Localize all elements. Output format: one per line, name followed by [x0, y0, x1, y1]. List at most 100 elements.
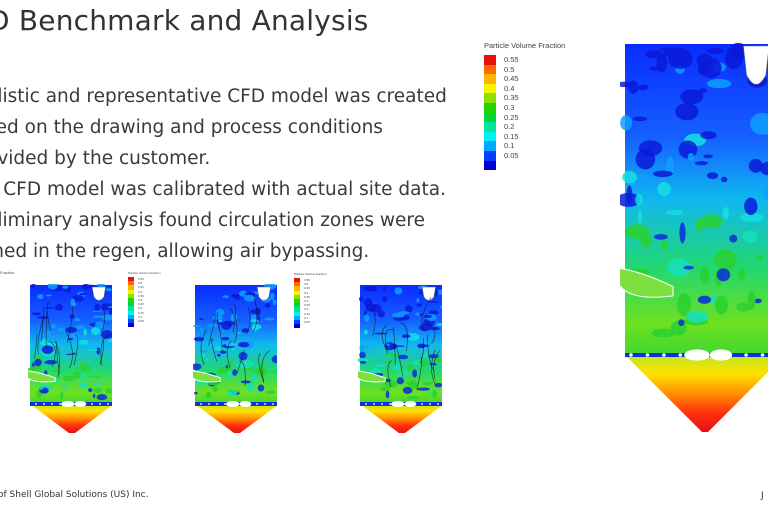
contour-blob [386, 343, 390, 347]
legend-entry [128, 323, 161, 328]
legend-label: 0.35 [504, 93, 519, 103]
contour-blob [373, 363, 385, 367]
grid-hole [760, 353, 765, 357]
legend-label: 0.45 [138, 285, 144, 290]
legend-swatch [484, 83, 496, 94]
legend-label: 0.4 [138, 289, 143, 294]
contour-blob [79, 292, 87, 296]
contour-blob [744, 197, 758, 216]
contour-blob [423, 314, 433, 319]
particle-streak [210, 338, 217, 362]
contour-blob [244, 292, 256, 296]
particle-streak [245, 307, 251, 335]
contour-blob [251, 375, 258, 382]
contour-blob [92, 315, 104, 318]
contour-blob [265, 390, 276, 394]
contour-blob [79, 381, 88, 389]
color-legend-small-cut: Fraction [0, 270, 14, 275]
particle-streak [41, 306, 45, 342]
legend-entry: 0.1 [484, 141, 565, 151]
contour-blob [699, 214, 723, 229]
contour-blob [199, 318, 204, 321]
contour-blob [393, 316, 407, 321]
contour-blob [193, 337, 205, 342]
contour-blob [88, 376, 102, 378]
contour-blob [657, 182, 671, 196]
contour-blob [243, 294, 256, 302]
contour-blob [750, 112, 768, 135]
contour-blob [233, 294, 241, 301]
contour-blob [703, 154, 713, 159]
contour-blob [649, 66, 661, 71]
contour-blob [620, 81, 634, 88]
particle-streak [425, 322, 436, 344]
contour-blob [756, 254, 763, 261]
particle-streak [100, 333, 110, 366]
legend-swatch [484, 93, 496, 103]
legend-swatch [294, 282, 300, 287]
contour-blob [194, 391, 198, 395]
contour-blob [429, 326, 441, 331]
particle-streak [385, 329, 395, 354]
legend-label: 0.35 [304, 294, 310, 299]
legend-entry: 0.45 [294, 286, 327, 291]
contour-blob [637, 84, 649, 91]
legend-swatch [484, 122, 496, 132]
grid-hole [381, 403, 383, 405]
legend-swatch [294, 311, 300, 316]
contour-blob [363, 314, 370, 323]
contour-blob [200, 327, 204, 333]
bullet-3: eliminary analysis found circulation zon… [0, 208, 447, 264]
cyclone-dipleg [256, 286, 271, 301]
contour-blob [206, 324, 219, 328]
contour-blob [65, 353, 75, 356]
contour-blob [370, 303, 382, 313]
legend-swatch [484, 112, 496, 123]
legend-label: 0.55 [504, 55, 519, 64]
contour-blob [428, 301, 440, 304]
contour-blob [678, 319, 685, 326]
legend-entry: 0.45 [128, 285, 161, 290]
grid-hole [208, 403, 210, 405]
particle-streak [200, 330, 207, 366]
contour-blob [34, 358, 42, 367]
bullet-text: med in the regen, allowing air bypassing… [0, 241, 370, 262]
grid-hole [645, 353, 650, 357]
contour-blob [221, 336, 230, 341]
nozzle [404, 401, 417, 407]
contour-blob [667, 258, 691, 277]
legend-label: 0.25 [304, 303, 310, 308]
particle-streak [431, 349, 436, 385]
legend-title: Fraction [0, 270, 15, 275]
grid-hole [437, 403, 439, 405]
contour-blob [31, 312, 42, 316]
legend-entry: 0.35 [294, 294, 327, 299]
contour-blob [96, 347, 101, 355]
contour-blob [434, 382, 442, 388]
contour-blob [214, 346, 225, 351]
particle-streak [252, 292, 258, 333]
legend-entry: 0.4 [294, 290, 327, 295]
contour-blob [698, 88, 708, 94]
contour-blob [271, 355, 277, 364]
legend-label: 0.2 [504, 122, 515, 132]
legend-label: 0.4 [504, 83, 515, 93]
contour-blob [382, 296, 388, 303]
legend-entry: 0.3 [484, 102, 565, 113]
legend-swatch [294, 324, 300, 329]
grid-hole [107, 403, 109, 405]
contour-blob [363, 329, 368, 335]
particle-streak [54, 340, 60, 378]
legend-entry: 0.4 [484, 83, 565, 94]
legend-swatch [128, 289, 134, 294]
grid-hole [272, 403, 274, 405]
contour-blob [706, 47, 725, 54]
particle-streak [45, 310, 48, 348]
legend-label: 0.3 [504, 102, 515, 112]
cyclone-dipleg [743, 45, 768, 85]
particle-streak [34, 334, 38, 359]
contour-blob [653, 234, 668, 240]
contour-blob [31, 284, 36, 289]
cfd-contour-1 [28, 284, 112, 433]
nozzle [61, 401, 75, 407]
